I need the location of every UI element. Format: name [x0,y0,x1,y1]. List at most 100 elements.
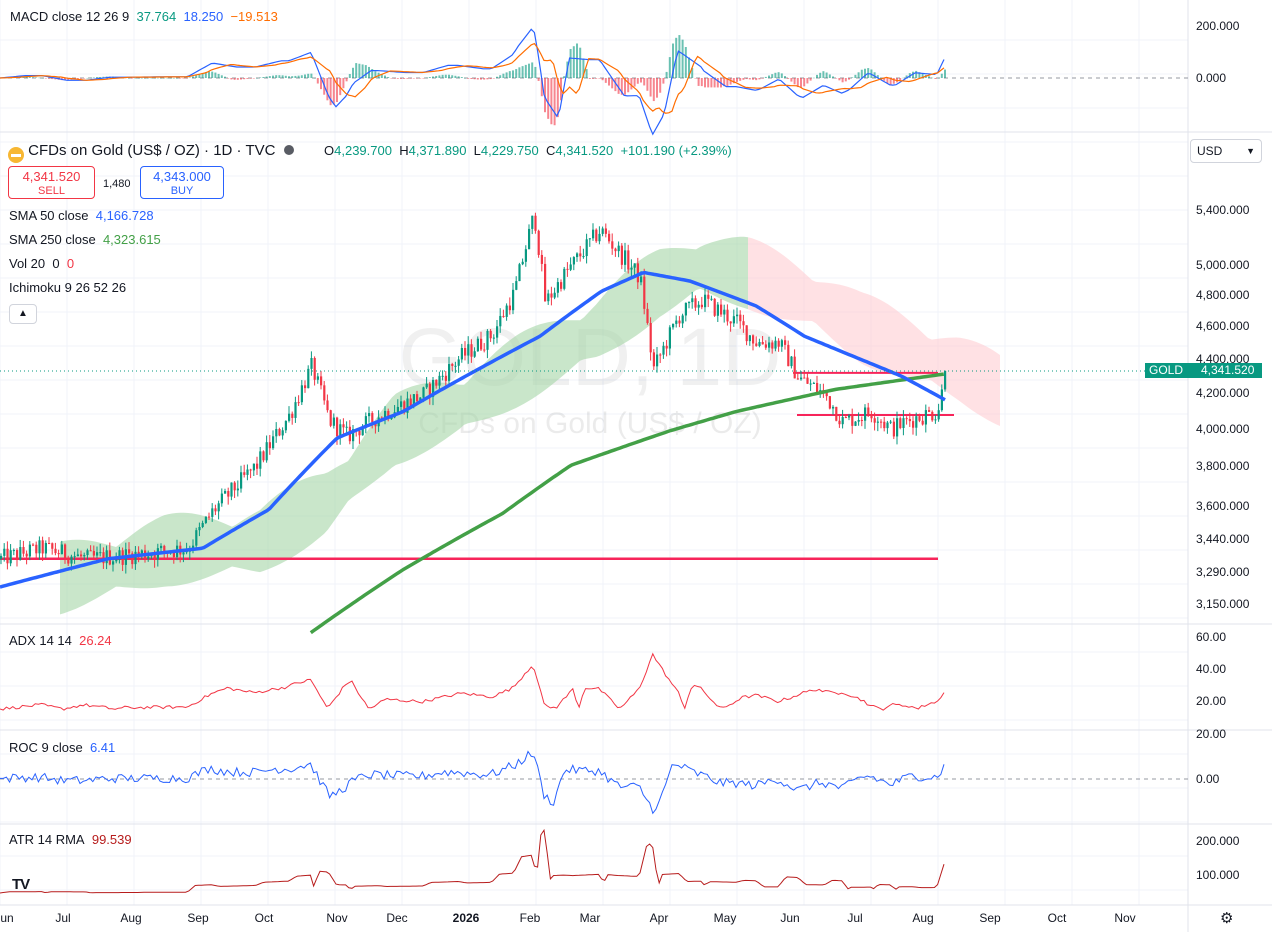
candle [627,244,630,274]
macd-hist-bar [307,73,310,78]
candle [284,420,287,434]
macd-hist-bar [918,72,921,78]
macd-hist-bar [441,74,444,78]
adx-legend[interactable]: ADX 14 14 26.24 [9,633,112,649]
roc-legend[interactable]: ROC 9 close 6.41 [9,740,115,756]
adx-tick-label: 40.00 [1196,662,1226,676]
currency-select[interactable]: USD ▼ [1190,139,1262,163]
candle-body [867,407,870,415]
macd-hist-bar [137,77,140,79]
candle-body [880,421,883,423]
candle-body [531,215,534,229]
macd-hist-bar [32,77,34,78]
macd-hist-bar [416,78,418,79]
candle [678,316,681,328]
macd-hist-bar [752,78,754,80]
candle [726,304,729,326]
candle [595,228,598,243]
candle-body [937,410,940,420]
candle-body [134,551,137,565]
candle [796,372,799,380]
macd-hist-bar [128,77,130,79]
candle-body [329,410,332,426]
macd-hist-bar [444,74,447,78]
market-status-icon[interactable] [283,145,294,155]
candle-body [38,540,41,554]
macd-hist-bar [99,77,102,78]
buy-button[interactable]: 4,343.000 BUY [140,166,224,199]
candle-body [147,556,150,559]
candle-body [604,228,607,234]
macd-value-2: 18.250 [183,9,224,24]
candle-body [668,327,671,349]
roc-line [0,750,945,815]
ichimoku-legend[interactable]: Ichimoku 9 26 52 26 [9,280,126,296]
time-axis-label: Aug [912,911,933,925]
candle [294,396,297,423]
candle-body [83,555,86,557]
candle-body [368,413,371,417]
macd-hist-bar [262,77,265,78]
macd-hist-bar [716,78,719,88]
candle [700,296,703,310]
candle [883,416,886,432]
candle [326,394,329,413]
macd-hist-bar [537,78,540,81]
candle-body [230,482,233,497]
candle [83,552,86,561]
sma50-legend[interactable]: SMA 50 close 4,166.728 [9,208,154,224]
candle [80,550,83,561]
candle-body [617,245,620,252]
candle [553,287,556,300]
candle-body [857,420,860,422]
candle-body [700,304,703,308]
macd-hist-bar [185,78,188,79]
candle-body [579,253,582,257]
candle [761,335,764,345]
candle [576,252,579,262]
macd-hist-bar [160,77,162,79]
sell-button[interactable]: 4,341.520 SELL [8,166,95,199]
collapse-legend-button[interactable]: ▲ [9,304,37,324]
sma250-legend[interactable]: SMA 250 close 4,323.615 [9,232,161,248]
gear-icon[interactable]: ⚙ [1220,910,1234,927]
symbol-header[interactable]: ▬ CFDs on Gold (US$ / OZ) · 1D · TVC [8,142,294,163]
time-axis-label: Jul [847,911,862,925]
adx-tick-label: 20.00 [1196,694,1226,708]
candle-body [832,406,835,409]
candle-body [483,349,486,351]
vol-legend[interactable]: Vol 20 0 0 [9,256,74,272]
candle-body [601,228,604,234]
candle-body [281,430,284,436]
candle [656,347,659,373]
candle-body [220,493,223,504]
candle-body [553,292,556,298]
macd-hist-bar [550,78,553,125]
candle [272,430,275,450]
macd-hist-bar [700,78,703,87]
macd-hist-bar [176,77,178,79]
vol-value-b: 0 [66,256,75,271]
candle-body [131,553,134,565]
time-axis-label: Sep [979,911,1001,925]
candle [352,424,355,450]
candle [931,410,934,422]
macd-hist-bar [224,76,226,78]
candle-body [390,417,393,420]
candle-body [406,398,409,413]
candle [902,410,905,436]
open-value: 4,239.700 [334,143,392,158]
candle-body [816,382,819,393]
tradingview-logo-icon[interactable]: TV [12,876,30,893]
candle-body [534,215,537,231]
low-label: L [473,143,481,158]
candle [25,550,28,565]
atr-legend[interactable]: ATR 14 RMA 99.539 [9,832,132,848]
macd-hist-bar [384,75,386,78]
macd-hist-bar [182,78,185,79]
candle [339,419,342,445]
macd-legend[interactable]: MACD close 12 26 9 37.764 18.250 −19.513 [10,9,278,25]
macd-hist-bar [771,74,774,78]
candle [300,380,303,405]
